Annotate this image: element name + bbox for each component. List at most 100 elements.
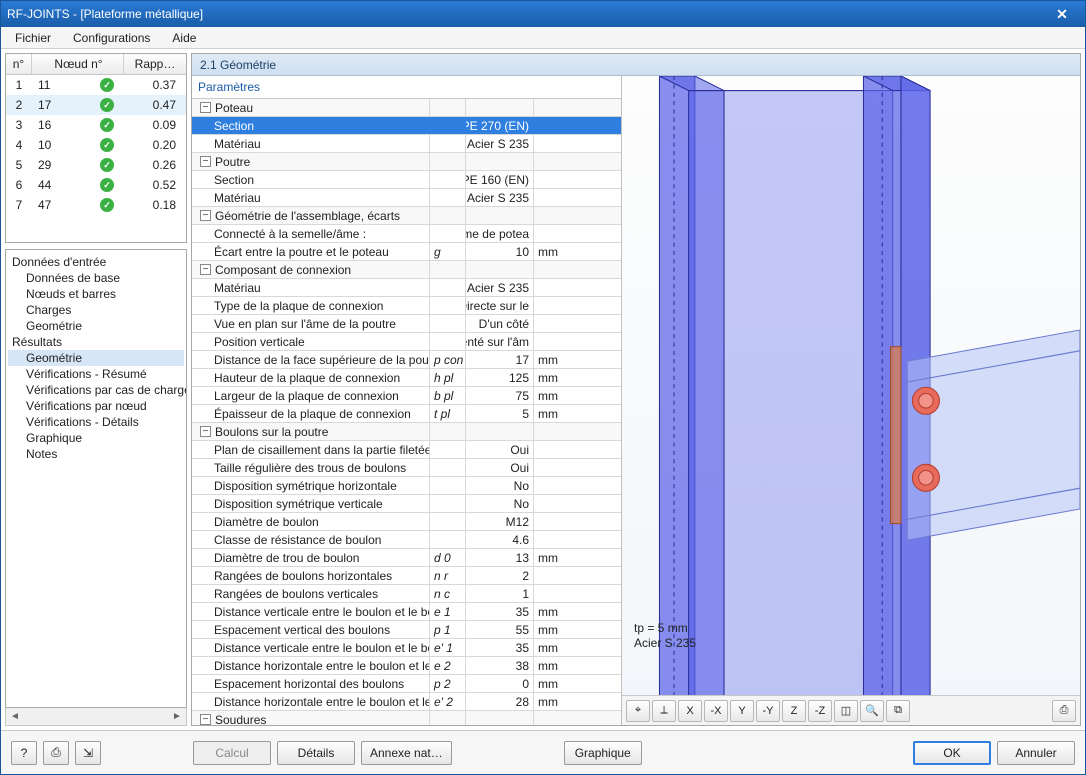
tree-item[interactable]: Geométrie xyxy=(8,350,184,366)
param-value[interactable]: Acier S 235 xyxy=(466,279,534,296)
param-row[interactable]: Largeur de la plaque de connexionb pl75m… xyxy=(192,387,621,405)
table-row[interactable]: 644✓0.52 xyxy=(6,175,186,195)
calc-button[interactable]: Calcul xyxy=(193,741,271,765)
param-row[interactable]: Rangées de boulons verticalesn c1 xyxy=(192,585,621,603)
chevron-right-icon[interactable]: ► xyxy=(168,711,186,722)
param-value[interactable]: 125 xyxy=(466,369,534,386)
param-row[interactable]: Disposition symétrique verticaleNo xyxy=(192,495,621,513)
param-row[interactable]: Distance de la face supérieure de la pou… xyxy=(192,351,621,369)
tree-item[interactable]: Vérifications - Résumé xyxy=(8,366,184,382)
param-row[interactable]: Rangées de boulons horizontalesn r2 xyxy=(192,567,621,585)
param-value[interactable]: 55 xyxy=(466,621,534,638)
chevron-left-icon[interactable]: ◄ xyxy=(6,711,24,722)
param-row[interactable]: Écart entre la poutre et le poteaug10mm xyxy=(192,243,621,261)
print-button[interactable]: ⎙ xyxy=(43,741,69,765)
param-row[interactable]: Espacement horizontal des boulonsp 20mm xyxy=(192,675,621,693)
close-icon[interactable]: ✕ xyxy=(1045,4,1079,24)
param-value[interactable]: Oui xyxy=(466,441,534,458)
param-row[interactable]: Distance horizontale entre le boulon et … xyxy=(192,693,621,711)
table-row[interactable]: 747✓0.18 xyxy=(6,195,186,215)
param-value[interactable]: 5 xyxy=(466,405,534,422)
param-value[interactable]: Centé sur l'âm xyxy=(466,333,534,350)
param-row[interactable]: Distance verticale entre le boulon et le… xyxy=(192,603,621,621)
tree-item[interactable]: Notes xyxy=(8,446,184,462)
tree-group[interactable]: Données d'entrée xyxy=(8,254,184,270)
view-ny-icon[interactable]: -Y xyxy=(756,700,780,722)
param-value[interactable]: 35 xyxy=(466,639,534,656)
tree-item[interactable]: Vérifications - Détails xyxy=(8,414,184,430)
tree-group[interactable]: Résultats xyxy=(8,334,184,350)
param-value[interactable]: Acier S 235 xyxy=(466,189,534,206)
param-row[interactable]: Diamètre de boulonM12 xyxy=(192,513,621,531)
tree-hscroll[interactable]: ◄ ► xyxy=(5,708,187,726)
param-value[interactable]: No xyxy=(466,495,534,512)
param-value[interactable]: Acier S 235 xyxy=(466,135,534,152)
cancel-button[interactable]: Annuler xyxy=(997,741,1075,765)
menu-file[interactable]: Fichier xyxy=(5,29,61,47)
tree-item[interactable]: Charges xyxy=(8,302,184,318)
graph-button[interactable]: Graphique xyxy=(564,741,642,765)
param-group-header[interactable]: −Poutre xyxy=(192,153,621,171)
param-row[interactable]: SectionIPE 160 (EN) xyxy=(192,171,621,189)
table-row[interactable]: 316✓0.09 xyxy=(6,115,186,135)
tree-item[interactable]: Vérifications par nœud xyxy=(8,398,184,414)
param-row[interactable]: MatériauAcier S 235 xyxy=(192,279,621,297)
print-icon[interactable]: ⎙ xyxy=(1052,700,1076,722)
param-value[interactable]: M12 xyxy=(466,513,534,530)
view-z-icon[interactable]: Z xyxy=(782,700,806,722)
param-group-header[interactable]: −Boulons sur la poutre xyxy=(192,423,621,441)
view-nz-icon[interactable]: -Z xyxy=(808,700,832,722)
details-button[interactable]: Détails xyxy=(277,741,355,765)
iso-icon[interactable]: ◫ xyxy=(834,700,858,722)
param-row[interactable]: Disposition symétrique horizontaleNo xyxy=(192,477,621,495)
param-value[interactable]: 1 xyxy=(466,585,534,602)
param-group-header[interactable]: −Composant de connexion xyxy=(192,261,621,279)
param-value[interactable]: 2 xyxy=(466,567,534,584)
param-row[interactable]: Position verticaleCenté sur l'âm xyxy=(192,333,621,351)
param-value[interactable]: D'un côté xyxy=(466,315,534,332)
param-row[interactable]: Connecté à la semelle/âme :Âme de potea xyxy=(192,225,621,243)
help-button[interactable]: ? xyxy=(11,741,37,765)
tree-item[interactable]: Graphique xyxy=(8,430,184,446)
param-row[interactable]: Type de la plaque de connexionDirecte su… xyxy=(192,297,621,315)
param-value[interactable]: 35 xyxy=(466,603,534,620)
zoom-icon[interactable]: 🔍 xyxy=(860,700,884,722)
parameters-table[interactable]: −PoteauSectionIPE 270 (EN)MatériauAcier … xyxy=(192,98,621,725)
param-row[interactable]: Distance verticale entre le boulon et le… xyxy=(192,639,621,657)
view-y-icon[interactable]: Y xyxy=(730,700,754,722)
param-row[interactable]: Épaisseur de la plaque de connexiont pl5… xyxy=(192,405,621,423)
tree-item[interactable]: Données de base xyxy=(8,270,184,286)
param-value[interactable]: Directe sur le xyxy=(466,297,534,314)
param-value[interactable]: 38 xyxy=(466,657,534,674)
view-nx-icon[interactable]: -X xyxy=(704,700,728,722)
param-row[interactable]: Distance horizontale entre le boulon et … xyxy=(192,657,621,675)
axis-z-icon[interactable]: ⟂ xyxy=(652,700,676,722)
table-row[interactable]: 529✓0.26 xyxy=(6,155,186,175)
param-value[interactable]: 28 xyxy=(466,693,534,710)
param-group-header[interactable]: −Géométrie de l'assemblage, écarts xyxy=(192,207,621,225)
param-value[interactable]: No xyxy=(466,477,534,494)
menu-configurations[interactable]: Configurations xyxy=(63,29,160,47)
param-row[interactable]: Taille régulière des trous de boulonsOui xyxy=(192,459,621,477)
param-row[interactable]: SectionIPE 270 (EN) xyxy=(192,117,621,135)
param-row[interactable]: Espacement vertical des boulonsp 155mm xyxy=(192,621,621,639)
annex-button[interactable]: Annexe nat… xyxy=(361,741,452,765)
param-value[interactable]: 17 xyxy=(466,351,534,368)
ok-button[interactable]: OK xyxy=(913,741,991,765)
export-button[interactable]: ⇲ xyxy=(75,741,101,765)
param-row[interactable]: Vue en plan sur l'âme de la poutreD'un c… xyxy=(192,315,621,333)
param-row[interactable]: MatériauAcier S 235 xyxy=(192,135,621,153)
param-row[interactable]: Plan de cisaillement dans la partie file… xyxy=(192,441,621,459)
param-group-header[interactable]: −Soudures xyxy=(192,711,621,725)
col-ratio[interactable]: Rapp… xyxy=(124,54,186,74)
param-value[interactable]: IPE 160 (EN) xyxy=(466,171,534,188)
tree-item[interactable]: Vérifications par cas de charge xyxy=(8,382,184,398)
param-value[interactable]: Âme de potea xyxy=(466,225,534,242)
tree-item[interactable]: Geométrie xyxy=(8,318,184,334)
param-group-header[interactable]: −Poteau xyxy=(192,99,621,117)
param-value[interactable]: IPE 270 (EN) xyxy=(466,117,534,134)
axis-xyz-icon[interactable]: ⌖ xyxy=(626,700,650,722)
col-node[interactable]: Nœud n° xyxy=(32,54,124,74)
param-value[interactable]: 0 xyxy=(466,675,534,692)
view-x-icon[interactable]: X xyxy=(678,700,702,722)
